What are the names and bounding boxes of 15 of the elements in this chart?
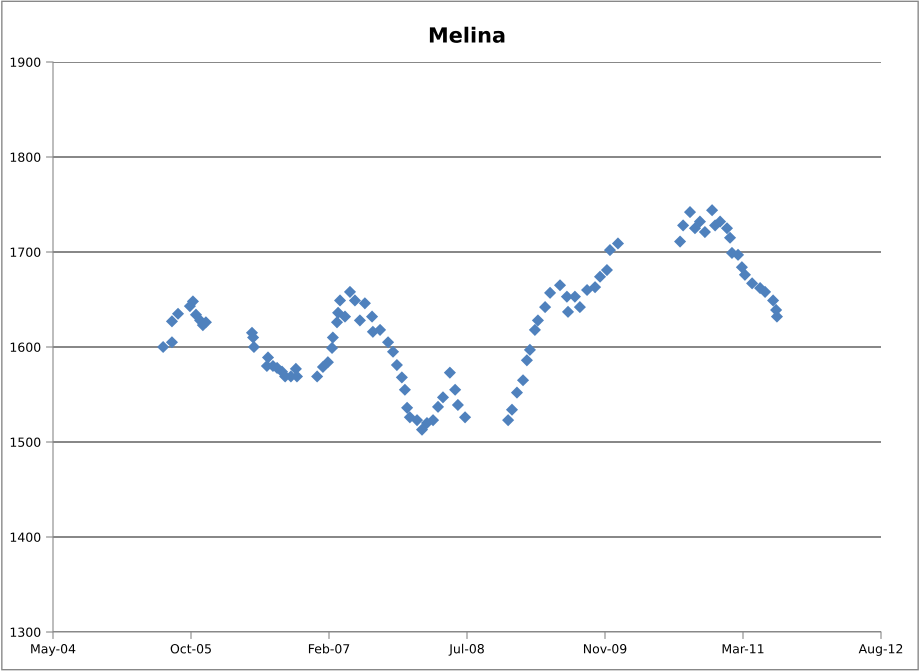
x-tick-label: Nov-09 [584, 644, 626, 654]
y-tick-label: 1900 [10, 57, 40, 67]
x-tick-label: Jul-08 [448, 644, 484, 656]
x-tick-label: Oct-05 [170, 644, 211, 654]
chart-title: Melina [430, 26, 504, 43]
x-tick-label: May-04 [31, 644, 76, 656]
y-tick-label: 1300 [10, 627, 40, 637]
y-tick-label: 1700 [10, 247, 40, 257]
y-tick-label: 1400 [10, 532, 40, 542]
x-tick-label: Aug-12 [858, 644, 902, 656]
y-tick-label: 1500 [10, 437, 40, 447]
x-tick-label: Feb-07 [308, 644, 350, 654]
y-tick-label: 1600 [10, 342, 40, 352]
x-tick-label: Mar-11 [722, 644, 764, 654]
y-tick-label: 1800 [10, 152, 40, 162]
